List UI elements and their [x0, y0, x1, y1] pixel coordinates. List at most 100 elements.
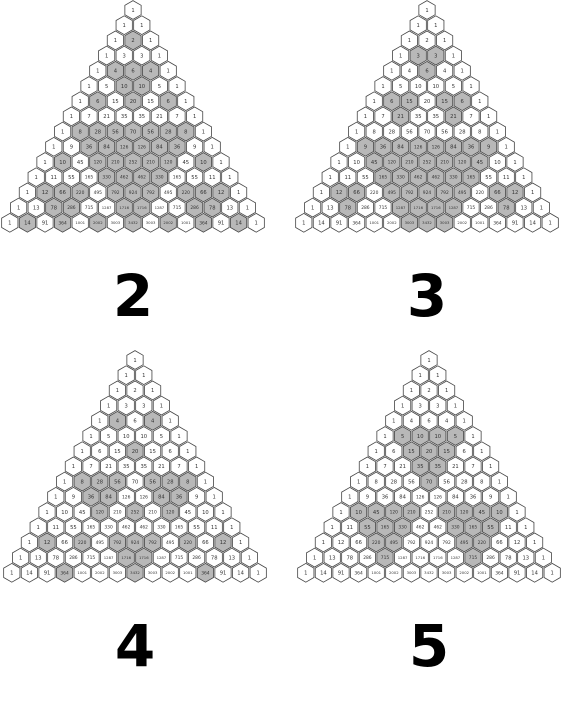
hex-cell — [464, 456, 482, 477]
hex-cell-value: 91 — [218, 221, 225, 227]
hex-cell — [91, 410, 109, 431]
hex-cell — [462, 197, 480, 218]
hex-cell — [526, 562, 544, 583]
hex-cell — [170, 456, 188, 477]
hex-cell — [385, 532, 403, 553]
hex-cell-value: 715 — [85, 205, 94, 211]
hex-cell — [402, 471, 420, 492]
hex-cell — [499, 517, 517, 538]
hex-cell-value: 1 — [89, 434, 92, 440]
hex-cell — [350, 471, 368, 492]
hex-cell — [488, 152, 506, 172]
hex-cell — [80, 106, 98, 127]
hex-cell — [383, 121, 401, 142]
hex-cell — [508, 502, 526, 522]
hex-cell-value: 1 — [52, 145, 55, 151]
panel-label-5: 5 — [409, 612, 449, 680]
hex-cell-value: 165 — [173, 175, 182, 181]
hex-cell — [115, 136, 133, 157]
hex-cell — [473, 441, 491, 462]
hex-cell — [418, 30, 436, 51]
hex-cell — [152, 486, 170, 507]
hex-cell-value: 330 — [102, 175, 111, 181]
hex-cell-value: 14 — [531, 571, 538, 577]
hex-cell — [418, 0, 436, 20]
hex-cell — [471, 212, 489, 233]
hex-cell-value: 35 — [121, 114, 128, 120]
hex-cell — [367, 441, 385, 462]
hex-cell-value: 4 — [114, 69, 118, 75]
hex-cell — [27, 167, 45, 188]
hex-cell-value: 1 — [123, 23, 126, 29]
hex-cell — [196, 532, 214, 553]
hex-cell — [71, 212, 89, 233]
hex-cell — [436, 121, 454, 142]
panel-label-3: 3 — [407, 262, 447, 330]
hex-cell — [402, 410, 420, 431]
hex-cell — [508, 532, 526, 553]
hex-cell — [152, 517, 170, 538]
hex-cell — [150, 197, 168, 218]
hex-cell-value: 462 — [138, 175, 147, 181]
hex-cell — [89, 91, 107, 112]
hex-cell — [402, 502, 420, 522]
hex-cell — [159, 60, 177, 81]
hex-cell — [436, 91, 454, 112]
hex-cell — [464, 426, 482, 446]
hex-cell — [348, 182, 366, 203]
hex-cell — [446, 395, 464, 416]
hex-cell — [170, 486, 188, 507]
hex-cell — [91, 471, 109, 492]
hex-cell — [247, 212, 265, 233]
hex-cell-value: 28 — [388, 129, 395, 135]
hex-cell-value: 1001 — [475, 220, 485, 225]
hex-cell-value: 4 — [445, 419, 449, 425]
hex-cell-value: 495 — [388, 190, 397, 196]
hex-cell — [312, 182, 330, 203]
hex-cell — [471, 121, 489, 142]
hex-cell-value: 1 — [246, 205, 249, 211]
hex-cell-value: 1287 — [396, 205, 406, 210]
hex-cell-value: 1716 — [137, 205, 147, 210]
hex-cell-value: 715 — [379, 205, 388, 211]
hex-cell-value: 36 — [88, 495, 95, 501]
hex-cell-value: 35 — [415, 114, 422, 120]
hex-cell-value: 1 — [114, 38, 117, 44]
hex-cell-value: 286 — [486, 555, 495, 561]
hex-cell — [71, 91, 89, 112]
hex-cell — [482, 456, 500, 477]
hex-cell-value: 1 — [329, 175, 332, 181]
hex-cell — [394, 486, 412, 507]
hex-cell — [436, 182, 454, 203]
hex-cell-value: 12 — [512, 190, 519, 196]
hex-cell-value: 1 — [427, 358, 430, 364]
hex-cell — [446, 426, 464, 446]
hex-cell-value: 1 — [35, 175, 38, 181]
hex-cell-value: 55 — [68, 175, 75, 181]
hex-cell-value: 1001 — [181, 220, 191, 225]
hex-cell — [64, 517, 82, 538]
hex-cell — [124, 182, 142, 203]
hex-cell-value: 36 — [468, 145, 475, 151]
hex-cell — [126, 350, 144, 370]
hex-cell — [438, 471, 456, 492]
hex-cell-value: 35 — [138, 114, 145, 120]
hex-cell-value: 28 — [167, 479, 174, 485]
hex-cell-value: 12 — [220, 540, 227, 546]
hex-cell — [152, 547, 170, 568]
hex-cell-value: 78 — [346, 555, 353, 561]
hex-cell — [376, 517, 394, 538]
hex-cell — [38, 502, 56, 522]
hex-cell — [212, 152, 230, 172]
hex-cell — [108, 562, 126, 583]
hex-cell — [152, 395, 170, 416]
hex-cell-value: 2002 — [165, 570, 175, 575]
hex-cell — [188, 456, 206, 477]
hex-cell — [161, 502, 179, 522]
hex-cell-value: 21 — [105, 464, 112, 470]
hex-cell — [411, 547, 429, 568]
hex-cell-value: 330 — [449, 175, 458, 181]
hex-cell-value: 5 — [160, 434, 163, 440]
hex-cell — [91, 502, 109, 522]
hex-cell-value: 1 — [248, 555, 251, 561]
